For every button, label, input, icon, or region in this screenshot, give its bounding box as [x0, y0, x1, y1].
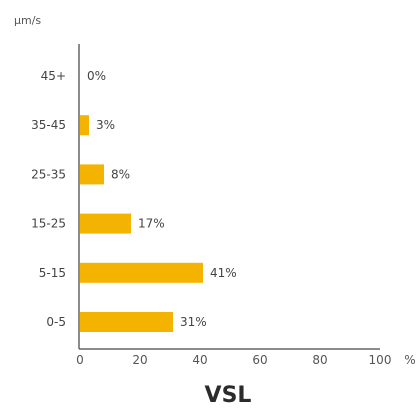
category-label: 0-5: [46, 315, 66, 329]
bar: [80, 164, 104, 185]
value-label: 8%: [111, 167, 130, 181]
category-label: 5-15: [39, 266, 66, 280]
x-axis-title: VSL: [205, 383, 252, 408]
value-label: 17%: [138, 217, 165, 231]
bars: [80, 115, 203, 332]
x-tick-label: 60: [252, 353, 267, 367]
x-axis-unit: %: [404, 353, 415, 367]
category-label: 15-25: [31, 217, 66, 231]
x-tick-label: 80: [312, 353, 327, 367]
y-axis-unit-label: μm/s: [14, 14, 41, 27]
value-labels: 0% 3% 8% 17% 41% 31%: [87, 69, 237, 329]
x-tick-label: 40: [192, 353, 207, 367]
bar: [80, 115, 89, 136]
value-label: 0%: [87, 69, 106, 83]
bar: [80, 262, 203, 283]
x-tick-labels: 0 20 40 60 80 100: [76, 353, 391, 367]
value-label: 3%: [96, 118, 115, 132]
category-label: 25-35: [31, 167, 66, 181]
bar: [80, 312, 173, 332]
x-tick-label: 100: [369, 353, 392, 367]
value-label: 31%: [180, 315, 207, 329]
category-label: 35-45: [31, 118, 66, 132]
value-label: 41%: [210, 266, 237, 280]
category-label: 45+: [41, 69, 66, 83]
category-labels: 45+ 35-45 25-35 15-25 5-15 0-5: [31, 69, 66, 329]
x-tick-label: 20: [132, 353, 147, 367]
x-tick-label: 0: [76, 353, 84, 367]
bar: [80, 213, 131, 234]
